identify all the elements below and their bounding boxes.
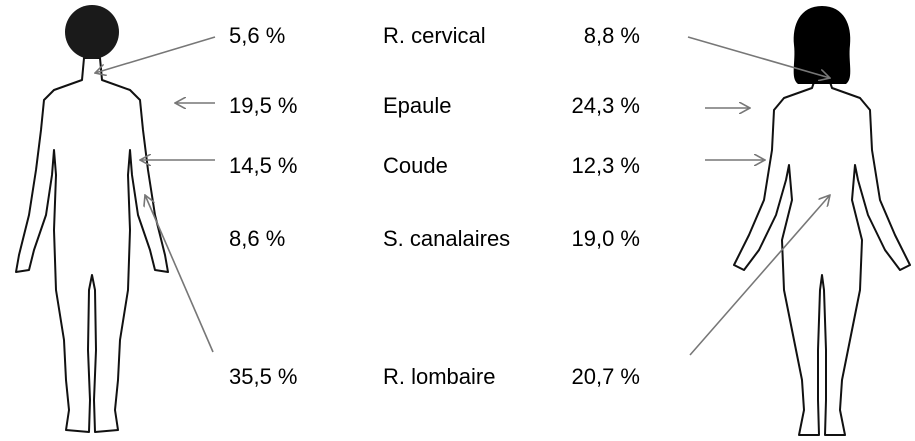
arrow — [145, 195, 214, 353]
male-figure — [15, 57, 169, 433]
female-value: 8,8 % — [584, 23, 640, 48]
male-value: 14,5 % — [229, 153, 298, 178]
male-head — [65, 5, 119, 59]
male-value: 35,5 % — [229, 364, 298, 389]
female-value: 12,3 % — [572, 153, 641, 178]
arrow — [687, 36, 830, 78]
region-label: R. cervical — [383, 23, 486, 48]
female-figure — [733, 81, 911, 436]
male-value: 19,5 % — [229, 93, 298, 118]
female-value: 19,0 % — [572, 226, 641, 251]
male-value: 8,6 % — [229, 226, 285, 251]
region-label: R. lombaire — [383, 364, 495, 389]
region-label: S. canalaires — [383, 226, 510, 251]
female-value: 24,3 % — [572, 93, 641, 118]
region-label: Epaule — [383, 93, 452, 118]
arrow — [689, 195, 830, 356]
female-head — [793, 6, 851, 84]
arrows — [95, 36, 830, 356]
female-value: 20,7 % — [572, 364, 641, 389]
male-value: 5,6 % — [229, 23, 285, 48]
region-label: Coude — [383, 153, 448, 178]
arrow — [95, 36, 216, 73]
